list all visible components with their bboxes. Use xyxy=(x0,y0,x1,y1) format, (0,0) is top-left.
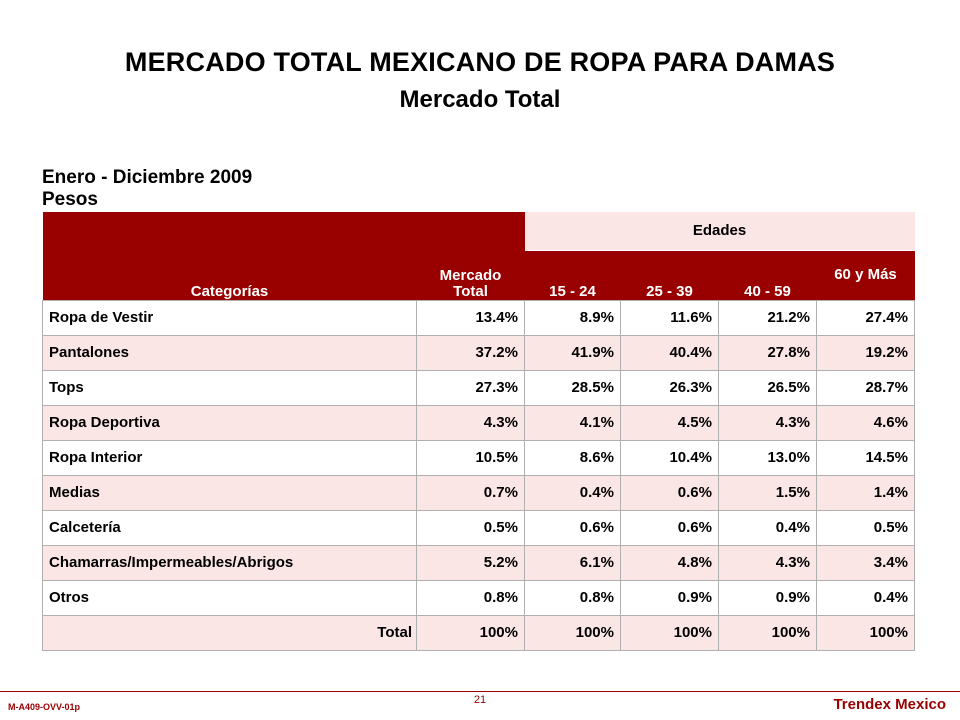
cell-age-40-59: 4.3% xyxy=(718,404,817,441)
row-category: Ropa de Vestir xyxy=(42,299,417,336)
cell-age-60-plus: 1.4% xyxy=(816,474,915,511)
cell-age-25-39: 4.5% xyxy=(620,404,719,441)
unit-label: Pesos xyxy=(42,189,98,210)
cell-market-total: 0.7% xyxy=(416,474,525,511)
cell-age-60-plus: 0.5% xyxy=(816,509,915,546)
header-ages-group: Edades xyxy=(524,212,915,251)
market-share-table: Categorías Mercado Total Edades 15 - 24 … xyxy=(42,212,915,651)
cell-market-total: 27.3% xyxy=(416,369,525,406)
table-row-total: Total 100% 100% 100% 100% 100% xyxy=(42,614,915,651)
cell-age-25-39: 0.6% xyxy=(620,509,719,546)
cell-age-25-39: 100% xyxy=(620,614,719,651)
cell-market-total: 4.3% xyxy=(416,404,525,441)
cell-age-15-24: 100% xyxy=(524,614,621,651)
cell-age-40-59: 26.5% xyxy=(718,369,817,406)
row-category: Chamarras/Impermeables/Abrigos xyxy=(42,544,417,581)
row-category: Ropa Interior xyxy=(42,439,417,476)
table-row: Calcetería 0.5% 0.6% 0.6% 0.4% 0.5% xyxy=(42,509,915,546)
cell-age-60-plus: 100% xyxy=(816,614,915,651)
cell-age-40-59: 100% xyxy=(718,614,817,651)
cell-age-15-24: 41.9% xyxy=(524,334,621,371)
brand-name: Trendex Mexico xyxy=(833,696,946,713)
cell-age-60-plus: 4.6% xyxy=(816,404,915,441)
page-number: 21 xyxy=(473,694,487,706)
cell-market-total: 0.8% xyxy=(416,579,525,616)
cell-age-40-59: 1.5% xyxy=(718,474,817,511)
row-category: Tops xyxy=(42,369,417,406)
cell-age-60-plus: 28.7% xyxy=(816,369,915,406)
cell-age-40-59: 27.8% xyxy=(718,334,817,371)
row-category: Calcetería xyxy=(42,509,417,546)
cell-age-60-plus: 27.4% xyxy=(816,299,915,336)
cell-age-40-59: 4.3% xyxy=(718,544,817,581)
cell-age-15-24: 28.5% xyxy=(524,369,621,406)
cell-age-40-59: 13.0% xyxy=(718,439,817,476)
header-age-40-59: 40 - 59 xyxy=(718,250,817,300)
cell-market-total: 5.2% xyxy=(416,544,525,581)
cell-age-60-plus: 14.5% xyxy=(816,439,915,476)
cell-age-60-plus: 0.4% xyxy=(816,579,915,616)
table-row: Pantalones 37.2% 41.9% 40.4% 27.8% 19.2% xyxy=(42,334,915,371)
page-title: MERCADO TOTAL MEXICANO DE ROPA PARA DAMA… xyxy=(124,47,836,77)
cell-age-25-39: 4.8% xyxy=(620,544,719,581)
cell-age-15-24: 0.6% xyxy=(524,509,621,546)
cell-market-total: 0.5% xyxy=(416,509,525,546)
page-subtitle: Mercado Total xyxy=(399,86,561,113)
cell-age-25-39: 0.6% xyxy=(620,474,719,511)
cell-age-15-24: 6.1% xyxy=(524,544,621,581)
header-market-total: Mercado Total xyxy=(416,212,525,300)
table-row: Ropa de Vestir 13.4% 8.9% 11.6% 21.2% 27… xyxy=(42,299,915,336)
cell-market-total: 13.4% xyxy=(416,299,525,336)
table-row: Ropa Deportiva 4.3% 4.1% 4.5% 4.3% 4.6% xyxy=(42,404,915,441)
cell-age-40-59: 0.9% xyxy=(718,579,817,616)
cell-age-15-24: 4.1% xyxy=(524,404,621,441)
row-category: Otros xyxy=(42,579,417,616)
row-category: Total xyxy=(42,614,417,651)
cell-age-40-59: 0.4% xyxy=(718,509,817,546)
header-age-25-39: 25 - 39 xyxy=(620,250,719,300)
cell-market-total: 10.5% xyxy=(416,439,525,476)
footer-divider xyxy=(0,691,960,692)
cell-age-25-39: 0.9% xyxy=(620,579,719,616)
cell-age-40-59: 21.2% xyxy=(718,299,817,336)
cell-age-25-39: 11.6% xyxy=(620,299,719,336)
cell-age-15-24: 0.8% xyxy=(524,579,621,616)
header-age-60-plus: 60 y Más xyxy=(816,250,915,300)
row-category: Ropa Deportiva xyxy=(42,404,417,441)
document-code: M-A409-OVV-01p xyxy=(8,702,81,712)
row-category: Pantalones xyxy=(42,334,417,371)
cell-age-15-24: 8.9% xyxy=(524,299,621,336)
cell-market-total: 100% xyxy=(416,614,525,651)
cell-age-25-39: 26.3% xyxy=(620,369,719,406)
cell-market-total: 37.2% xyxy=(416,334,525,371)
cell-age-15-24: 0.4% xyxy=(524,474,621,511)
cell-age-60-plus: 3.4% xyxy=(816,544,915,581)
header-categories: Categorías xyxy=(42,212,417,300)
cell-age-60-plus: 19.2% xyxy=(816,334,915,371)
table-row: Tops 27.3% 28.5% 26.3% 26.5% 28.7% xyxy=(42,369,915,406)
cell-age-15-24: 8.6% xyxy=(524,439,621,476)
table-row: Otros 0.8% 0.8% 0.9% 0.9% 0.4% xyxy=(42,579,915,616)
table-row: Chamarras/Impermeables/Abrigos 5.2% 6.1%… xyxy=(42,544,915,581)
cell-age-25-39: 40.4% xyxy=(620,334,719,371)
period-label: Enero - Diciembre 2009 xyxy=(42,167,253,188)
table-row: Ropa Interior 10.5% 8.6% 10.4% 13.0% 14.… xyxy=(42,439,915,476)
header-age-15-24: 15 - 24 xyxy=(524,250,621,300)
table-row: Medias 0.7% 0.4% 0.6% 1.5% 1.4% xyxy=(42,474,915,511)
row-category: Medias xyxy=(42,474,417,511)
cell-age-25-39: 10.4% xyxy=(620,439,719,476)
